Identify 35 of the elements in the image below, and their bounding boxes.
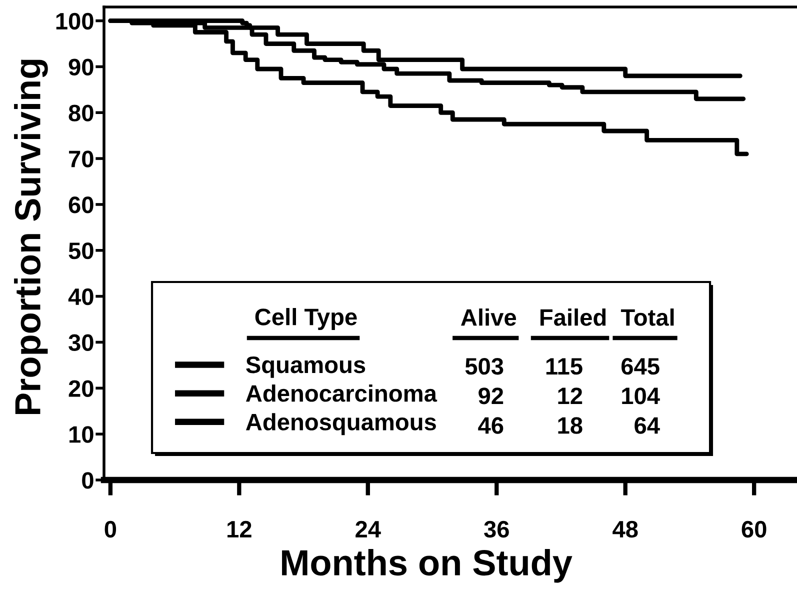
x-tick-label: 36 [484,520,509,538]
legend-label: Adenocarcinoma [246,384,438,402]
legend-label: Adenosquamous [246,413,436,436]
annotation: Alive [460,308,516,326]
y-tick-label: 70 [69,150,94,168]
legend-title: Cell Type [255,308,357,330]
y-tick-label: 90 [68,58,94,76]
y-tick-label: 30 [68,334,94,352]
x-tick-label: 48 [612,520,638,538]
annotation: 104 [622,388,660,404]
annotation: 645 [622,358,660,375]
y-tick-label: 40 [68,288,94,306]
x-tick-label: 12 [228,520,252,538]
annotation: 18 [558,417,582,434]
y-tick-label: 100 [56,12,94,30]
y-axis-title: Proportion Surviving [14,60,48,414]
x-tick-label: 0 [104,520,116,538]
y-tick-label: 60 [68,196,94,214]
annotation: 12 [558,388,582,404]
y-tick-label: 10 [70,426,94,443]
y-tick-label: 80 [68,104,94,122]
annotation: 115 [546,358,582,375]
x-axis-title: Months on Study [282,549,572,583]
annotation: Total [620,308,674,326]
annotation: 92 [478,388,504,404]
legend-label: Squamous [246,356,366,378]
annotation: 64 [634,417,660,434]
x-tick-label: 60 [742,520,766,538]
x-tick-label: 24 [356,520,381,538]
annotation: Failed [540,308,606,326]
annotation: 503 [465,358,504,375]
annotation: 46 [478,417,504,434]
y-tick-label: 20 [68,380,94,397]
y-tick-label: 0 [82,472,94,489]
y-tick-label: 50 [68,242,94,260]
